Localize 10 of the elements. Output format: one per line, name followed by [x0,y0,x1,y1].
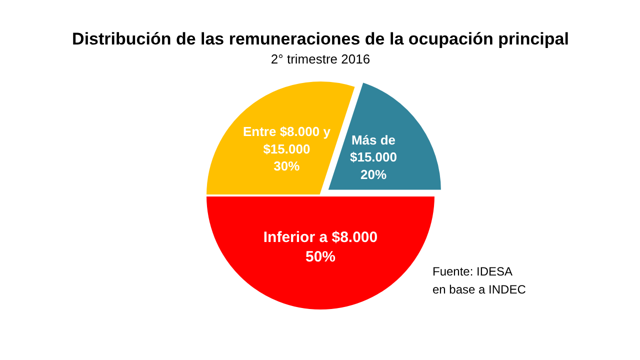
text: en base a INDEC [432,282,526,296]
source-note: Fuente: IDESA [432,264,513,278]
slice-label: Inferior a $8.000 [263,228,378,246]
slice-label: Entre $8.000 y $15.000 [242,124,332,156]
chart-subtitle: 2° trimestre 2016 [270,52,370,66]
slice-label: Más de $15.000 [350,132,397,164]
chart-title: Distribución de las remuneraciones de la ocupación principal [72,30,569,48]
data-label: 30% [274,158,300,174]
data-label: 50% [305,248,336,266]
data-label: 20% [360,166,387,182]
